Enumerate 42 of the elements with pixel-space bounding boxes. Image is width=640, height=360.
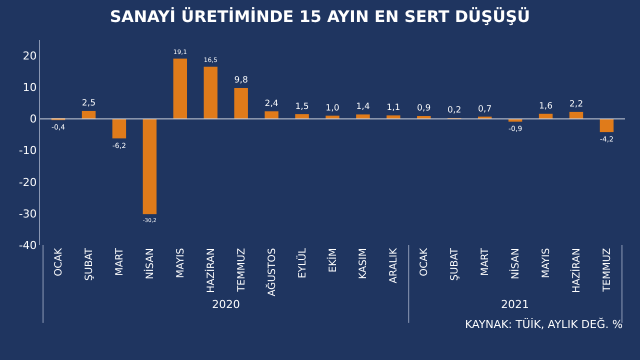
x-tick-label: EYLÜL bbox=[295, 248, 308, 278]
x-tick-label: AĞUSTOS bbox=[264, 248, 278, 296]
text: 2020 bbox=[212, 298, 240, 311]
x-tick-label: NİSAN bbox=[142, 248, 156, 280]
chart-title: SANAYİ ÜRETİMİNDE 15 AYIN EN SERT DÜŞÜŞÜ bbox=[110, 7, 530, 26]
data-label: 1,6 bbox=[538, 101, 553, 112]
y-tick-label: 20 bbox=[22, 50, 37, 63]
data-label: 1,4 bbox=[356, 102, 370, 112]
x-tick-label: NİSAN bbox=[508, 248, 522, 280]
x-tick-label: MAYIS bbox=[541, 248, 552, 278]
y-tick-label: -30 bbox=[18, 207, 37, 220]
x-tick-label: OCAK bbox=[54, 248, 65, 276]
data-label: 0,9 bbox=[417, 104, 431, 114]
data-label: 9,8 bbox=[234, 76, 248, 86]
y-tick-label: -10 bbox=[18, 144, 37, 158]
x-tick-label: TEMMUZ bbox=[602, 248, 613, 293]
y-tick-label: -40 bbox=[18, 238, 37, 252]
y-tick-label: 0 bbox=[30, 112, 37, 126]
data-label: 1,5 bbox=[295, 102, 309, 112]
x-tick-label: MART bbox=[480, 247, 492, 276]
x-tick-label: EKİM bbox=[326, 248, 339, 272]
x-tick-label: TEMMUZ bbox=[236, 248, 248, 293]
data-label: 1,1 bbox=[386, 103, 400, 114]
y-tick-label: 10 bbox=[22, 81, 37, 94]
x-tick-label: MART bbox=[114, 247, 126, 276]
x-tick-label: ŞUBAT bbox=[84, 247, 95, 281]
x-tick-label: KASIM bbox=[358, 248, 370, 280]
y-tick-label: -20 bbox=[18, 176, 37, 189]
text: 2021 bbox=[501, 298, 529, 311]
text: KAYNAK: TÜİK, AYLIK DEĞ. % bbox=[465, 317, 623, 331]
x-tick-label: OCAK bbox=[419, 248, 430, 276]
data-label: 2,2 bbox=[569, 100, 584, 110]
x-tick-label: ARALIK bbox=[388, 248, 400, 284]
data-label: 1,0 bbox=[326, 103, 340, 114]
data-label: 0,7 bbox=[478, 104, 492, 114]
data-label: 2,4 bbox=[264, 98, 278, 109]
x-tick-label: ŞUBAT bbox=[450, 247, 461, 281]
x-tick-label: HAZİRAN bbox=[570, 248, 582, 294]
data-label: 2,5 bbox=[82, 98, 96, 109]
data-label: 0,2 bbox=[448, 106, 462, 116]
x-tick-label: HAZİRAN bbox=[204, 248, 217, 294]
x-tick-label: MAYIS bbox=[175, 248, 186, 278]
